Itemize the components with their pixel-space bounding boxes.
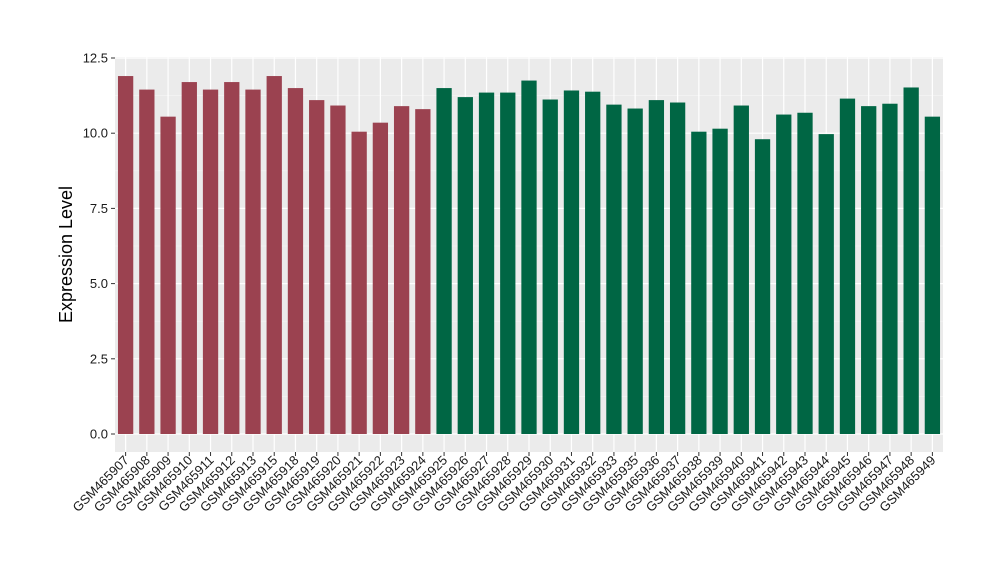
bar-GSM465945 — [839, 98, 856, 434]
bar-GSM465910 — [181, 82, 197, 435]
bar-GSM465941 — [754, 139, 771, 434]
y-axis: 0.0 2.5 5.0 7.5 10.0 12.5 — [83, 51, 115, 442]
bars — [117, 76, 941, 435]
bar-GSM465940 — [733, 105, 749, 434]
bar-GSM465949 — [924, 116, 941, 434]
bar-GSM465932 — [585, 91, 601, 434]
bar-GSM465936 — [648, 100, 665, 434]
x-axis: GSM465907GSM465908GSM465909GSM465910GSM4… — [70, 452, 939, 515]
bar-GSM465909 — [160, 116, 176, 434]
bar-GSM465918 — [287, 88, 304, 434]
bar-GSM465913 — [245, 89, 261, 435]
bar-GSM465907 — [117, 76, 134, 434]
bar-GSM465920 — [330, 105, 346, 434]
bar-GSM465948 — [903, 87, 919, 435]
bar-GSM465912 — [224, 82, 240, 435]
y-tick-label: 10.0 — [83, 126, 108, 141]
bar-GSM465937 — [669, 102, 686, 434]
bar-GSM465923 — [393, 106, 410, 435]
bar-GSM465944 — [818, 134, 834, 434]
bar-GSM465911 — [202, 89, 219, 435]
bar-GSM465931 — [563, 90, 580, 435]
bar-GSM465946 — [861, 106, 877, 435]
bar-GSM465921 — [351, 131, 367, 435]
y-tick-label: 12.5 — [83, 51, 108, 66]
y-tick-label: 7.5 — [90, 201, 108, 216]
y-tick-label: 2.5 — [90, 351, 108, 366]
bar-GSM465922 — [372, 122, 389, 434]
bar-GSM465919 — [309, 100, 325, 434]
bar-GSM465908 — [139, 89, 155, 435]
bar-GSM465947 — [882, 103, 898, 434]
bar-GSM465938 — [691, 131, 707, 435]
y-tick-label: 0.0 — [90, 427, 108, 442]
bar-GSM465942 — [776, 114, 792, 434]
bar-GSM465929 — [521, 80, 537, 434]
bar-GSM465928 — [500, 92, 516, 434]
bar-GSM465930 — [542, 99, 558, 434]
bar-GSM465939 — [712, 128, 728, 435]
bar-GSM465925 — [436, 88, 452, 434]
bar-GSM465927 — [478, 92, 495, 434]
bar-GSM465926 — [457, 97, 473, 434]
bar-GSM465935 — [627, 108, 643, 435]
bar-GSM465924 — [415, 109, 431, 435]
bar-GSM465933 — [606, 104, 622, 435]
bar-GSM465915 — [266, 76, 282, 434]
y-axis-title: Expression Level — [56, 186, 76, 323]
bar-GSM465943 — [797, 112, 813, 434]
y-tick-label: 5.0 — [90, 276, 108, 291]
